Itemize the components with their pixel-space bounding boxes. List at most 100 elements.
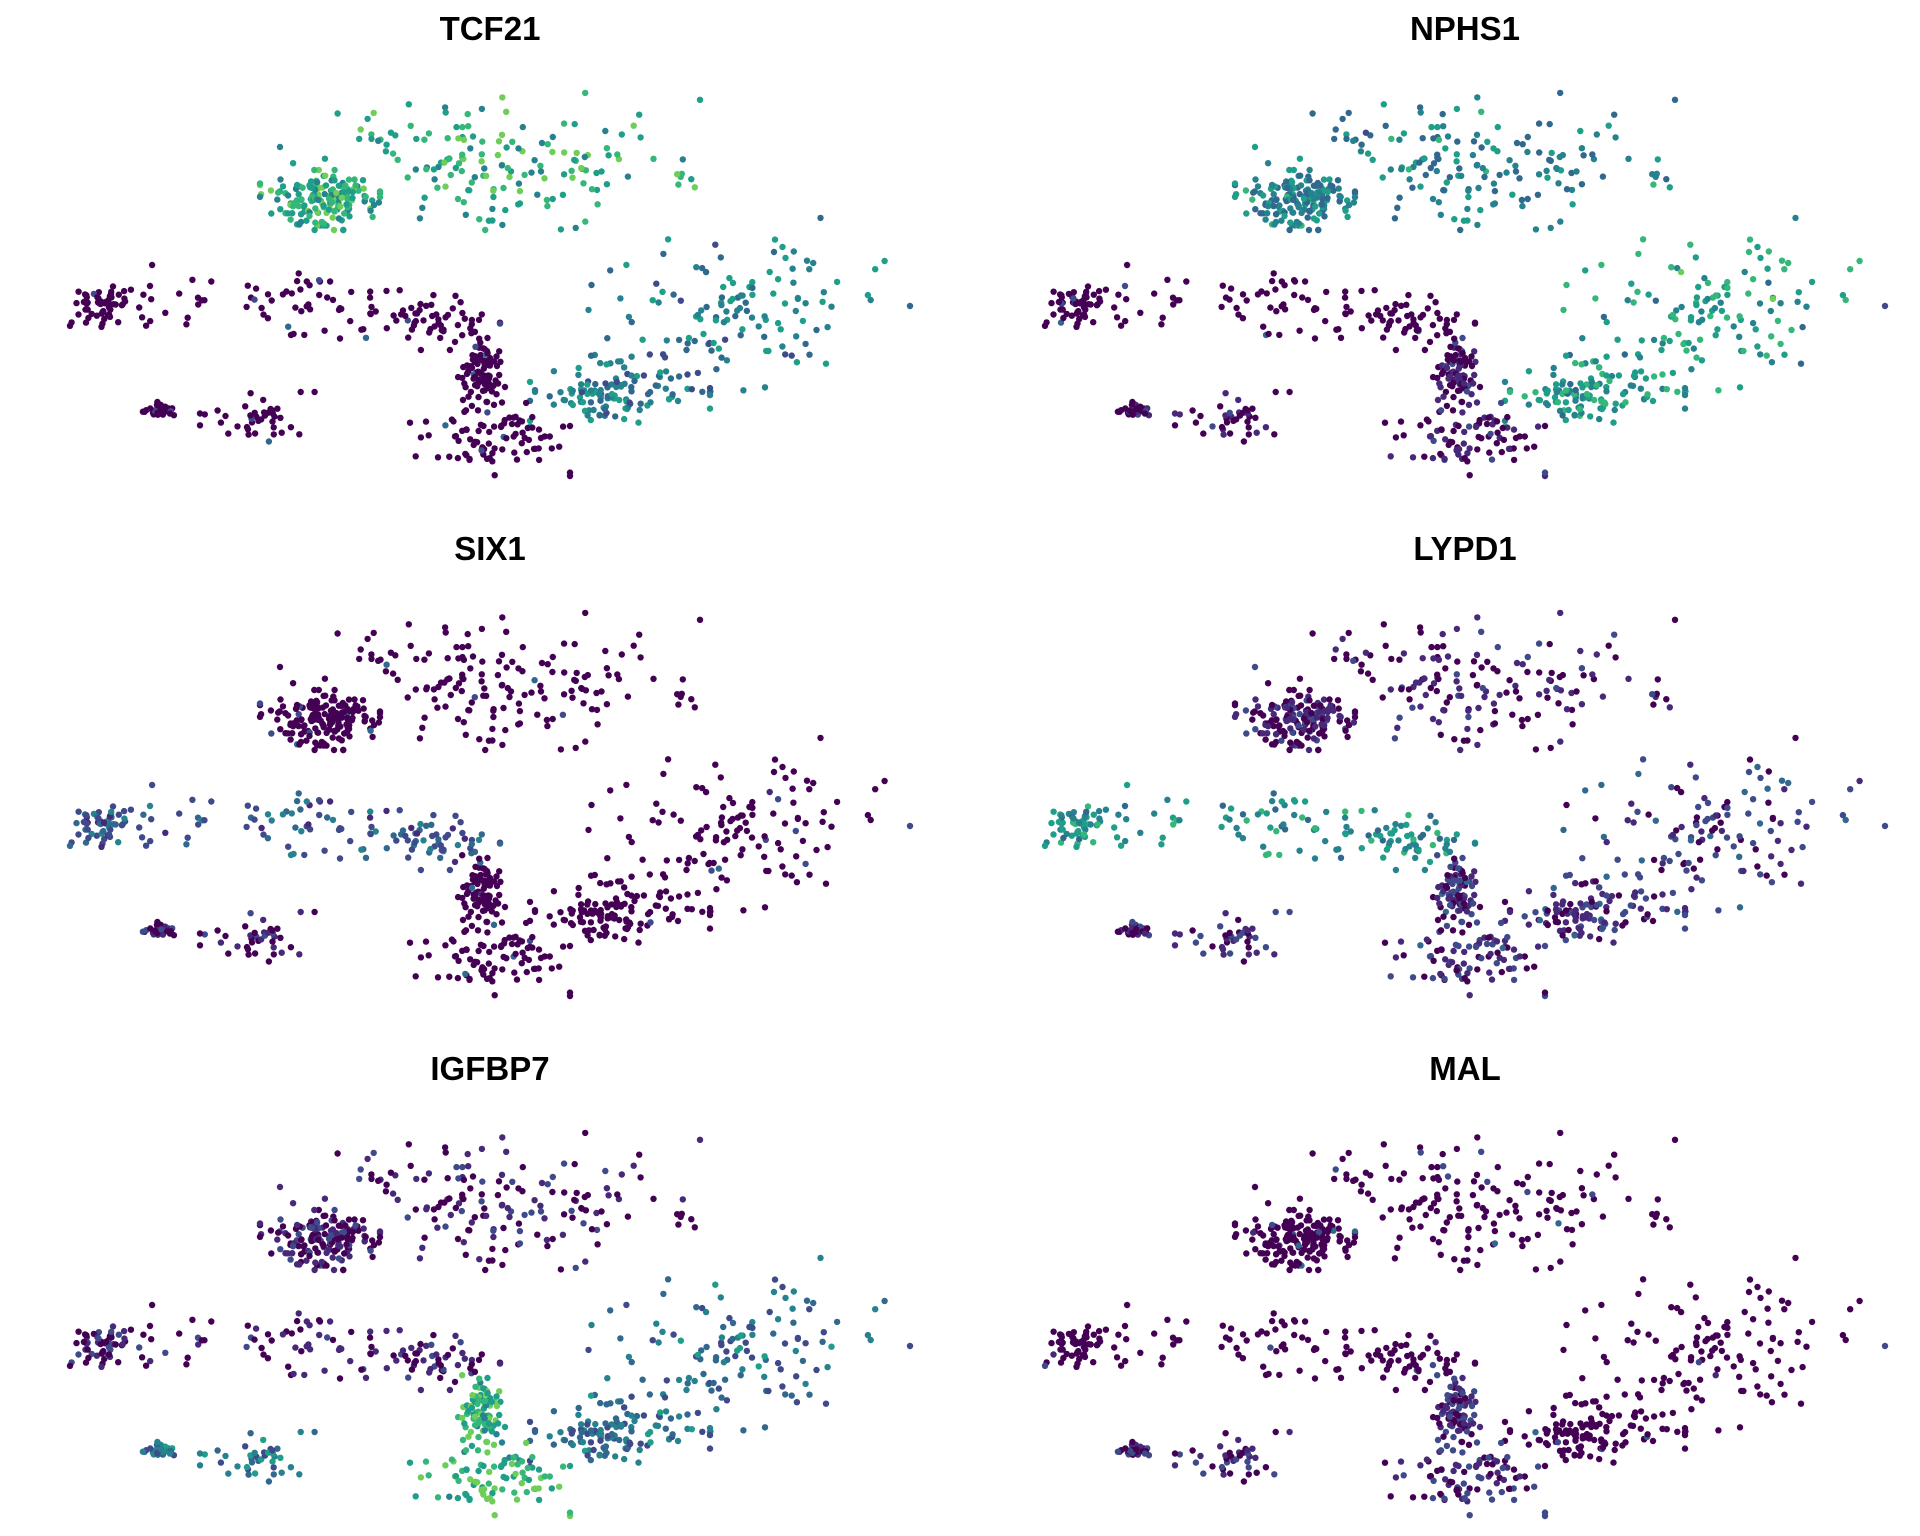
cell-point [1310,215,1318,222]
cell-point [1777,860,1784,868]
cell-point [452,812,459,819]
cell-point [1315,746,1322,754]
cell-point [1276,331,1283,339]
cell-point [1490,700,1498,707]
cell-point [311,1206,318,1214]
cell-point [349,1234,356,1242]
cell-point [790,1288,797,1295]
cell-point [618,651,625,658]
cell-point [349,714,356,722]
cell-point [1532,226,1540,233]
cell-point [729,295,736,303]
cell-point [1535,171,1543,178]
cell-point [442,629,449,636]
cell-point [158,1446,165,1453]
cell-point [1254,183,1262,190]
cell-point [121,1335,128,1342]
cell-point [613,378,620,386]
cell-point [698,827,705,834]
cell-point [1603,318,1610,326]
cell-point [679,676,686,683]
cell-point [366,814,374,821]
cell-point [322,182,330,189]
cell-point [559,1231,567,1239]
cell-point [264,315,272,322]
cell-point [578,1429,585,1436]
cell-point [1315,708,1323,716]
cell-point [1137,829,1144,836]
cell-point [1171,410,1179,417]
cell-point [1358,287,1365,295]
cell-point [321,1195,329,1202]
cell-point [702,268,710,276]
cell-point [1417,183,1424,190]
cell-point [700,330,707,338]
cell-point [544,1242,551,1250]
cell-point [534,191,541,198]
cell-point [1557,738,1564,745]
cell-point [1622,399,1629,406]
cell-point [872,1306,879,1313]
cell-point [127,806,135,813]
cell-point [434,454,442,461]
cell-point [817,1254,824,1262]
cell-point [1611,406,1618,414]
cell-point [1403,821,1410,828]
cell-point [428,821,435,828]
cell-point [411,1359,418,1367]
cell-point [458,167,465,175]
cell-point [1141,930,1149,937]
cell-point [288,1330,295,1337]
cell-point [660,1290,667,1298]
cell-point [569,1441,576,1449]
cell-point [485,960,492,967]
cell-point [1439,630,1446,638]
cell-point [138,1354,146,1361]
cell-point [1218,423,1226,431]
cell-point [549,133,556,141]
cell-point [1512,168,1520,175]
cell-point [1364,150,1372,157]
cell-point [1306,697,1313,704]
cell-point [338,1234,345,1241]
cell-point [478,678,485,685]
cell-point [176,1330,183,1337]
cell-point [1777,340,1784,348]
cell-point [475,427,482,435]
cell-point [453,1163,460,1171]
cell-point [1695,839,1703,846]
cell-point [268,1250,275,1257]
cell-point [683,346,690,354]
cell-point [604,1375,611,1382]
cell-point [1532,389,1539,396]
cell-point [1304,214,1311,221]
cell-point [366,294,374,301]
cell-point [1534,711,1542,718]
cell-point [1649,691,1656,698]
cell-point [1698,308,1705,315]
cell-point [1443,321,1451,328]
cell-point [1252,726,1259,733]
cell-point [1461,975,1468,982]
cell-point [1244,407,1251,414]
cell-point [475,1356,483,1364]
cell-point [1265,330,1272,338]
cell-point [578,1204,585,1212]
cell-point [1740,347,1747,355]
cell-point [457,1339,464,1346]
cell-point [376,188,384,195]
cell-point [1441,455,1448,463]
cell-point [349,708,356,716]
cell-point [1324,708,1331,716]
cell-point [531,388,539,396]
cell-point [1419,655,1426,662]
cell-point [806,266,813,273]
cell-point [550,921,557,928]
cell-point [490,707,497,714]
cell-point [617,295,624,302]
cell-point [538,139,546,147]
cell-point [483,398,491,406]
cell-point [1645,811,1652,818]
cell-point [148,1301,156,1309]
cell-point [1681,925,1689,932]
